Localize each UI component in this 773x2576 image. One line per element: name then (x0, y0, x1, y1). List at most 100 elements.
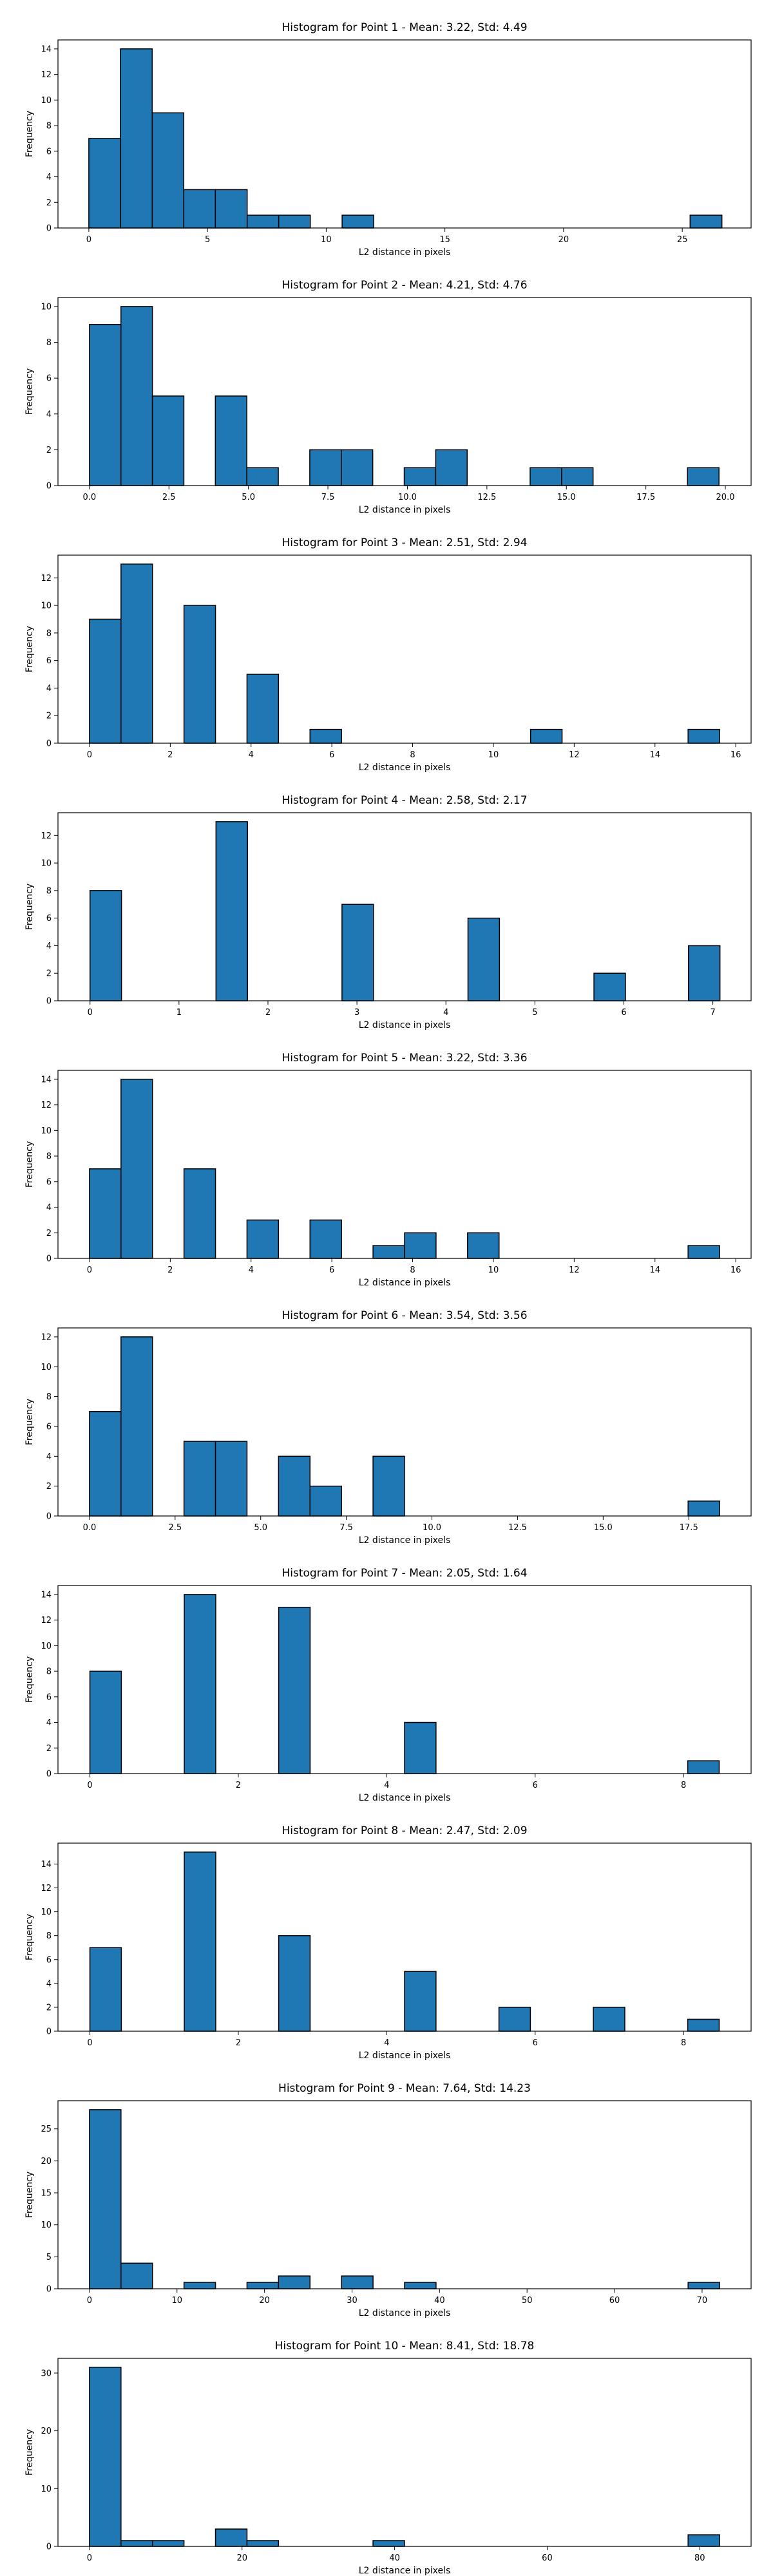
histogram-bar (246, 674, 280, 744)
x-tick-label: 2.5 (168, 1523, 182, 1533)
plot-frame (57, 2358, 752, 2547)
y-tick-label: 5 (46, 2253, 52, 2262)
histogram-bar (215, 821, 248, 1001)
histogram-bar (372, 2540, 405, 2547)
histogram-bar (246, 214, 280, 229)
y-tick-label: 0 (46, 1770, 52, 1779)
plot-frame (57, 1327, 752, 1517)
histogram-bar (246, 2282, 280, 2289)
histogram-bar (467, 917, 501, 1001)
x-tick-label: 80 (694, 2553, 705, 2563)
x-tick-label: 2 (167, 1265, 173, 1275)
y-tick-label: 20 (41, 2157, 52, 2166)
y-tick-label: 30 (41, 2369, 52, 2378)
plot-frame (57, 812, 752, 1001)
histogram-bar (183, 605, 216, 744)
histogram-bar (89, 2367, 122, 2547)
x-tick-label: 0 (87, 2553, 92, 2563)
y-axis-label: Frequency (24, 1914, 35, 1960)
histogram-bar (151, 112, 185, 229)
x-tick-label: 16 (730, 750, 741, 760)
histogram-bar (435, 449, 468, 486)
y-tick-label: 4 (46, 1203, 52, 1213)
y-tick-label: 8 (46, 1152, 52, 1162)
histogram-bar (246, 2540, 280, 2547)
histogram-bar (89, 1168, 122, 1259)
y-tick-label: 4 (46, 684, 52, 694)
histogram-bar (215, 1441, 248, 1517)
x-tick-label: 7.5 (321, 493, 335, 502)
plot-frame (57, 1585, 752, 1774)
histogram-bar (151, 2540, 185, 2547)
x-tick-label: 8 (681, 1781, 686, 1790)
y-tick-label: 6 (46, 1177, 52, 1187)
x-tick-label: 0 (88, 1008, 93, 1018)
histogram-bar (89, 1411, 122, 1517)
histogram-bar (215, 2528, 248, 2547)
histogram-bar (184, 1852, 216, 2032)
y-tick-label: 2 (46, 2003, 52, 2012)
y-tick-label: 10 (41, 1642, 52, 1651)
x-tick-label: 12 (569, 1265, 580, 1275)
x-tick-label: 10 (171, 2296, 182, 2306)
histogram-bar (593, 972, 626, 1001)
histogram-bar (309, 728, 342, 744)
histogram-bar (120, 564, 153, 744)
histogram-bar (246, 1219, 280, 1259)
chart-panel-9: Histogram for Point 9 - Mean: 7.64, Std:… (24, 2082, 752, 2318)
plot-frame (57, 1842, 752, 2032)
y-tick-label: 10 (41, 1908, 52, 1917)
y-axis-label: Frequency (24, 368, 35, 415)
x-tick-label: 5 (532, 1008, 537, 1018)
x-tick-label: 15.0 (557, 493, 576, 502)
x-tick-label: 5 (205, 235, 210, 245)
histogram-bar (689, 214, 723, 229)
x-tick-label: 6 (533, 2038, 538, 2048)
x-tick-label: 60 (609, 2296, 620, 2306)
y-tick-label: 10 (41, 96, 52, 106)
x-tick-label: 8 (681, 2038, 686, 2048)
x-tick-label: 7.5 (339, 1523, 353, 1533)
x-tick-label: 2 (265, 1008, 271, 1018)
y-tick-label: 2 (46, 712, 52, 721)
x-tick-label: 10 (488, 750, 499, 760)
histogram-bar (404, 1232, 437, 1259)
histogram-bar (561, 467, 594, 486)
x-axis-label: L2 distance in pixels (359, 1535, 451, 1546)
x-tick-label: 15.0 (594, 1523, 613, 1533)
y-tick-label: 8 (46, 122, 52, 131)
histogram-bar (88, 138, 121, 229)
chart-panel-4: Histogram for Point 4 - Mean: 2.58, Std:… (24, 794, 752, 1030)
histogram-bar (151, 395, 185, 486)
y-axis-label: Frequency (24, 2429, 35, 2476)
x-tick-label: 60 (542, 2553, 553, 2563)
x-tick-label: 40 (434, 2296, 445, 2306)
y-tick-label: 8 (46, 1931, 52, 1941)
x-axis-label: L2 distance in pixels (359, 1793, 451, 1803)
chart-title: Histogram for Point 8 - Mean: 2.47, Std:… (282, 1824, 527, 1837)
histogram-bar (498, 2007, 531, 2032)
x-tick-label: 14 (649, 750, 660, 760)
x-tick-label: 70 (697, 2296, 708, 2306)
x-tick-label: 12 (569, 750, 580, 760)
chart-panel-6: Histogram for Point 6 - Mean: 3.54, Std:… (24, 1309, 752, 1546)
y-tick-label: 10 (41, 1363, 52, 1372)
y-axis-label: Frequency (24, 111, 35, 157)
histogram-bar (341, 449, 374, 486)
x-tick-label: 12.5 (508, 1523, 527, 1533)
x-tick-label: 20.0 (716, 493, 735, 502)
x-tick-label: 30 (347, 2296, 358, 2306)
y-tick-label: 25 (41, 2125, 52, 2134)
chart-panel-1: Histogram for Point 1 - Mean: 3.22, Std:… (24, 21, 752, 258)
chart-title: Histogram for Point 1 - Mean: 3.22, Std:… (282, 21, 527, 34)
y-tick-label: 6 (46, 656, 52, 666)
y-tick-label: 6 (46, 1422, 52, 1432)
y-tick-label: 0 (46, 2027, 52, 2037)
x-tick-label: 17.5 (636, 493, 655, 502)
x-tick-label: 2 (236, 1781, 241, 1790)
x-tick-label: 14 (649, 1265, 660, 1275)
chart-title: Histogram for Point 2 - Mean: 4.21, Std:… (282, 279, 527, 292)
histogram-bar (246, 467, 279, 486)
histogram-bar (309, 1219, 342, 1259)
plot-frame (57, 39, 752, 229)
